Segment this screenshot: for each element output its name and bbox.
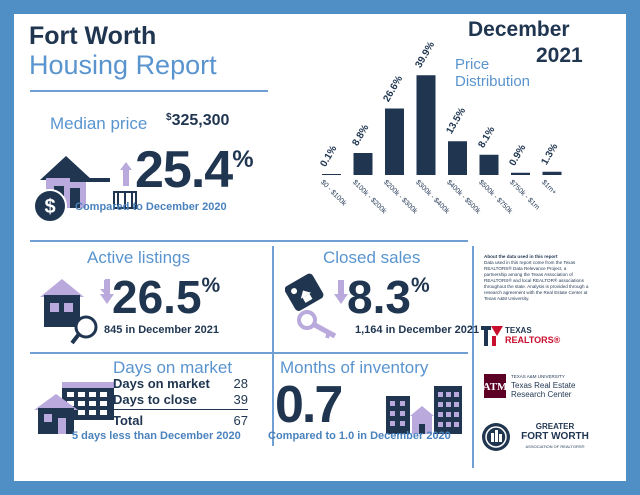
- active-change-number: 26.5: [112, 271, 202, 323]
- median-price-amount: 325,300: [171, 112, 230, 129]
- texas-realtors-line2: REALTORS®: [505, 335, 561, 345]
- tamu-line3: Research Center: [511, 390, 572, 399]
- section-divider: [30, 352, 468, 354]
- closed-change-number: 8.3: [347, 271, 411, 323]
- active-listings-count: 845 in December 2021: [104, 324, 219, 336]
- days-on-market-label: Days on market: [113, 358, 233, 377]
- median-compare-note: Compared to December 2020: [75, 201, 227, 213]
- days-total-row: Total 67: [113, 413, 248, 428]
- note-body: Data used in this report come from the T…: [484, 260, 589, 301]
- section-divider: [272, 246, 274, 446]
- chart-bar: [448, 141, 467, 175]
- median-price-change: 25.4%: [135, 140, 254, 200]
- months-of-inventory-compare: Compared to 1.0 in December 2020: [268, 430, 451, 442]
- chart-title-line2: Distribution: [455, 73, 531, 90]
- gfw-line2: FORT WORTH: [521, 431, 589, 442]
- days-on-market-compare: 5 days less than December 2020: [72, 430, 241, 442]
- chart-bar: [542, 171, 562, 175]
- tamu-line2: Texas Real Estate: [511, 381, 576, 390]
- report-month: December: [468, 18, 570, 41]
- calendar-house-icon: [34, 382, 114, 434]
- median-change-number: 25.4: [135, 141, 233, 199]
- days-to-close-row: Days to close 39: [113, 392, 248, 407]
- chart-bar: [511, 172, 530, 175]
- chart-title-line1: Price: [455, 56, 490, 73]
- days-row-value: 67: [233, 413, 248, 428]
- chart-bar: [385, 108, 404, 175]
- closed-sales-change: 8.3%: [347, 270, 430, 324]
- house-search-icon: [40, 279, 110, 345]
- svg-text:$: $: [44, 196, 55, 218]
- data-source-note: About the data used in this report Data …: [484, 254, 589, 302]
- closed-sales-count: 1,164 in December 2021: [355, 324, 480, 336]
- days-on-market-row: Days on market 28: [113, 376, 248, 391]
- texas-realtors-mark-icon: [481, 326, 503, 346]
- median-change-percent: %: [232, 146, 253, 173]
- note-heading: About the data used in this report: [484, 254, 558, 259]
- house-for-sale-icon: $: [33, 156, 137, 223]
- chart-bar: [353, 153, 373, 175]
- report-city-title: Fort Worth: [29, 22, 157, 50]
- median-price-label: Median price: [50, 114, 148, 133]
- days-row-value: 28: [233, 376, 248, 391]
- down-arrow-icon: [334, 280, 348, 304]
- active-listings-label: Active listings: [87, 248, 190, 267]
- chart-title: Price Distribution: [455, 56, 530, 90]
- median-price-value: $325,300: [166, 112, 229, 130]
- days-row-label: Days to close: [113, 392, 197, 407]
- gfw-line1: GREATER: [535, 422, 575, 431]
- buildings-icon: [386, 386, 462, 434]
- days-row-label: Days on market: [113, 376, 210, 391]
- active-change-percent: %: [201, 274, 221, 297]
- days-total-divider: [113, 409, 248, 410]
- texas-realtors-line1: TEXAS: [505, 326, 532, 335]
- closed-sales-label: Closed sales: [323, 248, 421, 267]
- gfw-mark-icon: [482, 423, 510, 451]
- months-of-inventory-value: 0.7: [275, 376, 343, 434]
- section-divider: [472, 246, 474, 468]
- tamu-mark-icon: ATM: [484, 374, 506, 398]
- chart-bar: [322, 174, 341, 175]
- house-key-icon: [285, 273, 337, 339]
- tamu-line1: TEXAS A&M UNIVERSITY: [511, 374, 565, 379]
- active-listings-change: 26.5%: [112, 270, 220, 324]
- months-of-inventory-label: Months of inventory: [280, 358, 429, 377]
- down-arrow-icon: [100, 280, 114, 304]
- closed-change-percent: %: [410, 274, 430, 297]
- svg-text:ATM: ATM: [484, 381, 506, 393]
- chart-bar: [479, 154, 499, 175]
- gfw-line3: ASSOCIATION OF REALTORS®: [525, 444, 585, 449]
- days-row-value: 39: [233, 392, 248, 407]
- report-subtitle: Housing Report: [29, 50, 217, 80]
- title-divider: [30, 90, 268, 92]
- chart-bar: [416, 75, 436, 175]
- section-divider: [30, 240, 468, 242]
- days-row-label: Total: [113, 413, 144, 428]
- median-dollar-sign: $: [166, 112, 172, 123]
- report-year: 2021: [536, 44, 583, 67]
